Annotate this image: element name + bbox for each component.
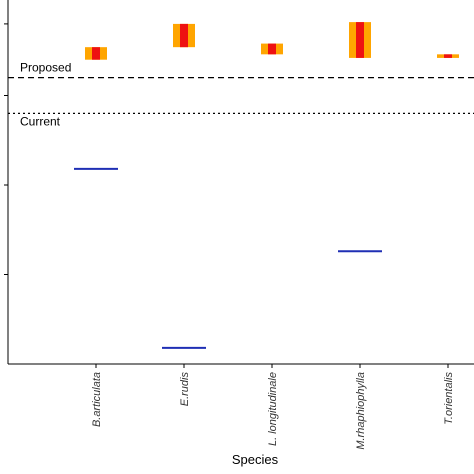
proposed-inner-bar	[268, 43, 276, 55]
proposed-inner-bar	[180, 23, 188, 48]
x-tick-labels: B.articulata E.rudis L. longitudinale M.rha…	[91, 364, 455, 450]
reference-line-label: Current	[20, 114, 61, 128]
x-tick-label: T.orientalis	[443, 372, 455, 425]
x-tick-label: L. longitudinale	[267, 372, 279, 446]
y-axis-ticks	[4, 23, 8, 275]
reference-line-label: Proposed	[20, 61, 71, 75]
x-tick-label: E.rudis	[179, 372, 191, 407]
reference-lines: Proposed Current	[8, 61, 474, 128]
x-axis-title: Species	[232, 452, 279, 467]
proposed-inner-bar	[444, 54, 452, 58]
proposed-inner-bar	[92, 47, 100, 60]
data-marks	[74, 22, 459, 349]
x-tick-label: M.rhaphiophylla	[355, 372, 367, 450]
x-tick-label: B.articulata	[91, 372, 103, 427]
proposed-inner-bar	[356, 22, 364, 58]
